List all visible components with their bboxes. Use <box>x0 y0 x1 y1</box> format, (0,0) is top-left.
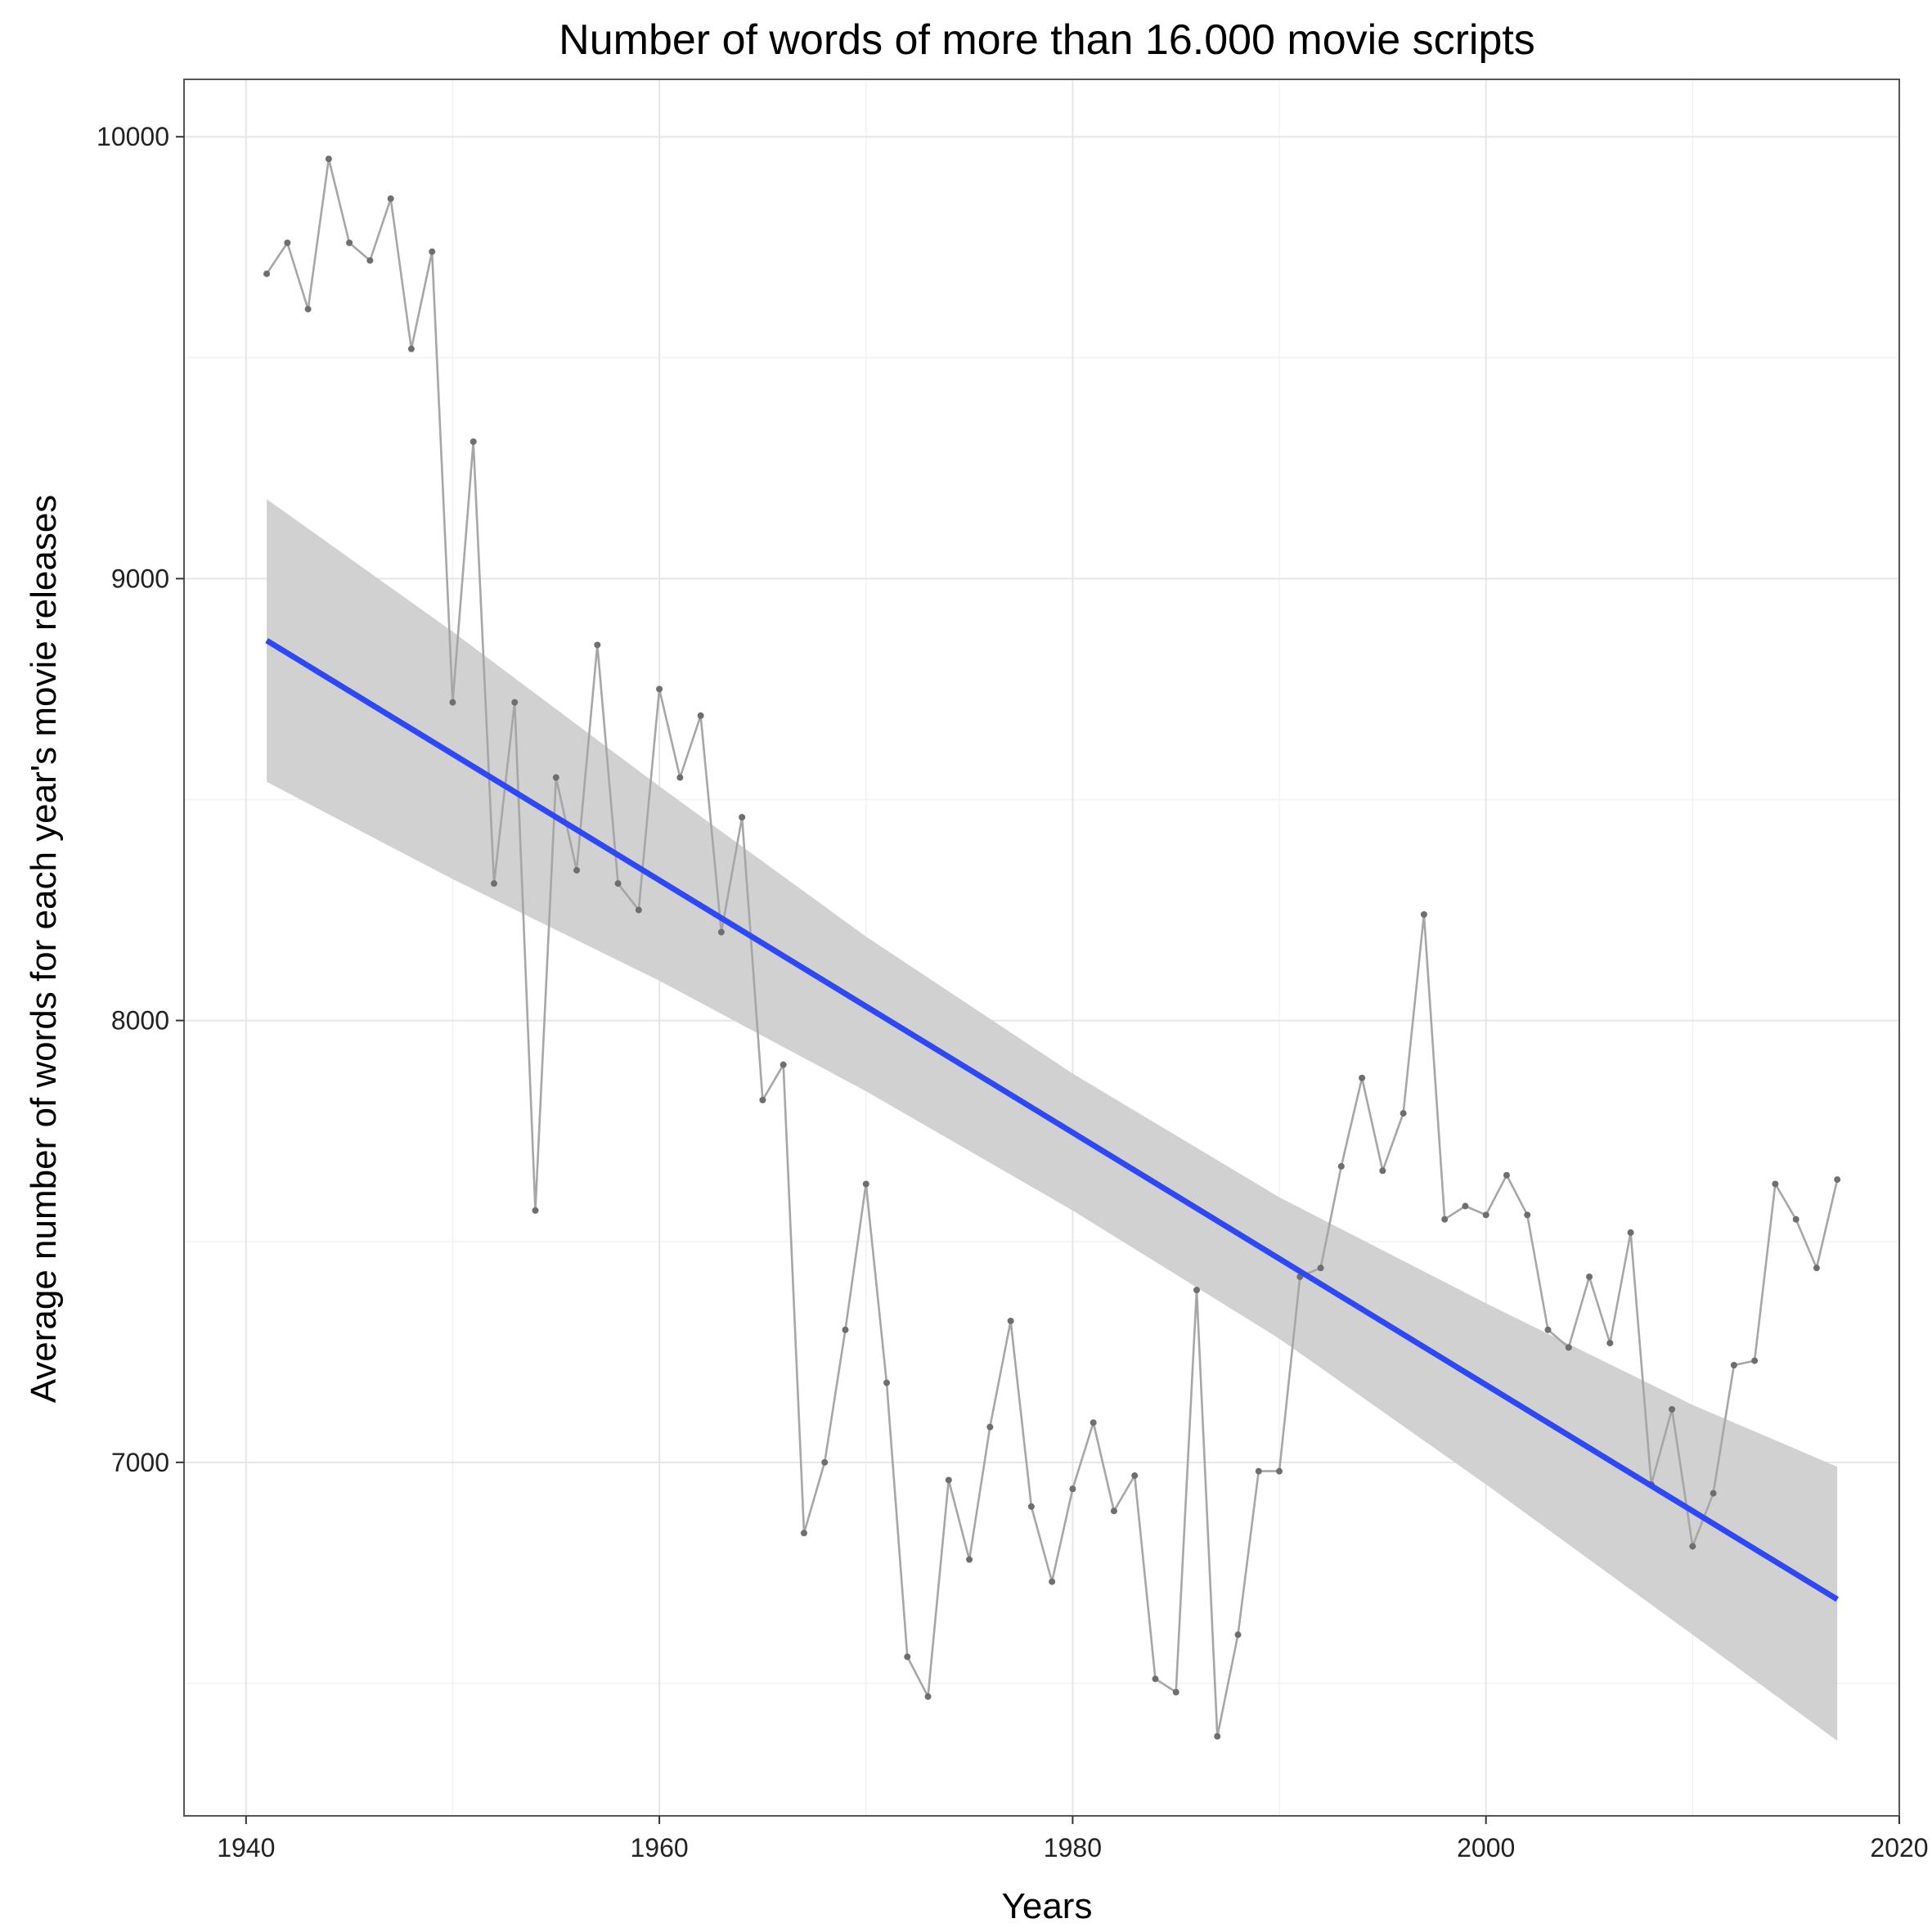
data-point <box>1214 1732 1221 1740</box>
data-point <box>1234 1631 1242 1638</box>
data-point <box>1255 1467 1262 1475</box>
y-tick-label: 9000 <box>111 564 169 593</box>
data-point <box>1834 1176 1841 1184</box>
x-tick-label: 2000 <box>1457 1833 1515 1862</box>
data-point <box>717 928 725 936</box>
data-point <box>552 774 559 781</box>
data-point <box>1152 1675 1159 1683</box>
data-point <box>1379 1167 1386 1175</box>
data-point <box>1441 1215 1449 1223</box>
data-point <box>263 270 271 277</box>
data-point <box>511 699 519 706</box>
data-point <box>1813 1265 1820 1272</box>
data-point <box>1317 1265 1324 1272</box>
panel-border <box>183 79 1900 1817</box>
chart-title: Number of words of more than 16.000 movi… <box>559 16 1535 64</box>
data-point <box>387 195 394 202</box>
data-point <box>1503 1171 1510 1179</box>
data-point <box>1544 1326 1552 1333</box>
trend-line <box>265 638 1840 1602</box>
data-point <box>1027 1503 1035 1510</box>
data-point <box>1420 910 1427 918</box>
data-point <box>1193 1287 1200 1294</box>
data-point <box>1730 1361 1737 1368</box>
data-point <box>1710 1489 1717 1497</box>
data-point <box>470 438 477 445</box>
data-point <box>429 248 436 255</box>
data-point <box>366 257 374 264</box>
data-point <box>1090 1419 1097 1427</box>
data-point <box>759 1096 766 1103</box>
data-point <box>966 1556 973 1563</box>
data-point <box>325 155 332 163</box>
data-point <box>676 774 684 781</box>
data-point <box>1172 1688 1179 1696</box>
data-point <box>1069 1485 1076 1493</box>
data-point <box>739 814 746 821</box>
data-point <box>449 699 456 706</box>
y-tick-label: 8000 <box>111 1006 169 1036</box>
data-point <box>1524 1211 1531 1219</box>
data-point <box>1359 1074 1366 1081</box>
data-point <box>1276 1467 1283 1475</box>
data-point <box>284 239 291 246</box>
data-point <box>1049 1578 1056 1585</box>
data-point <box>1606 1339 1614 1346</box>
data-point <box>1400 1110 1407 1117</box>
x-tick-label: 1940 <box>217 1833 275 1862</box>
data-point <box>346 239 353 246</box>
data-point <box>1669 1406 1676 1413</box>
data-point <box>1131 1472 1139 1480</box>
y-axis: 7000 8000 9000 10000 <box>97 122 184 1477</box>
data-point <box>304 305 312 312</box>
data-point <box>1792 1215 1799 1223</box>
data-point <box>573 866 581 874</box>
data-point <box>1627 1229 1634 1236</box>
data-point <box>1462 1202 1469 1210</box>
data-point <box>1110 1507 1117 1515</box>
data-point <box>1772 1180 1779 1188</box>
data-point <box>800 1530 807 1537</box>
y-tick-label: 10000 <box>97 122 169 151</box>
data-point <box>945 1476 952 1484</box>
data-point <box>842 1326 849 1333</box>
x-tick-label: 1960 <box>631 1833 689 1862</box>
data-point <box>407 345 415 353</box>
x-tick-label: 1980 <box>1044 1833 1102 1862</box>
data-point <box>924 1693 932 1701</box>
data-point <box>532 1206 539 1214</box>
data-point <box>1565 1344 1572 1351</box>
trend-line-group <box>265 638 1840 1602</box>
data-point <box>1337 1162 1345 1170</box>
data-point <box>594 641 601 649</box>
y-axis-title: Average number of words for each year's … <box>24 495 64 1404</box>
x-axis-title: Years <box>1002 1886 1093 1926</box>
plot-panel <box>183 79 1900 1817</box>
x-axis: 1940 1960 1980 2000 2020 <box>217 1816 1929 1862</box>
data-point <box>862 1180 869 1188</box>
data-point <box>635 906 642 914</box>
data-point <box>614 880 622 887</box>
data-point <box>656 685 663 693</box>
x-tick-label: 2020 <box>1870 1833 1928 1862</box>
data-point <box>1586 1273 1593 1280</box>
data-point <box>490 880 497 887</box>
data-point <box>1689 1543 1696 1550</box>
data-point <box>883 1379 891 1386</box>
data-point <box>1482 1211 1489 1219</box>
data-point <box>821 1458 829 1466</box>
data-point <box>986 1423 994 1431</box>
y-tick-label: 7000 <box>111 1448 169 1477</box>
data-point <box>697 712 704 719</box>
data-point <box>780 1061 787 1068</box>
data-point <box>1007 1317 1014 1324</box>
data-point <box>1751 1357 1759 1364</box>
data-point <box>904 1653 911 1660</box>
